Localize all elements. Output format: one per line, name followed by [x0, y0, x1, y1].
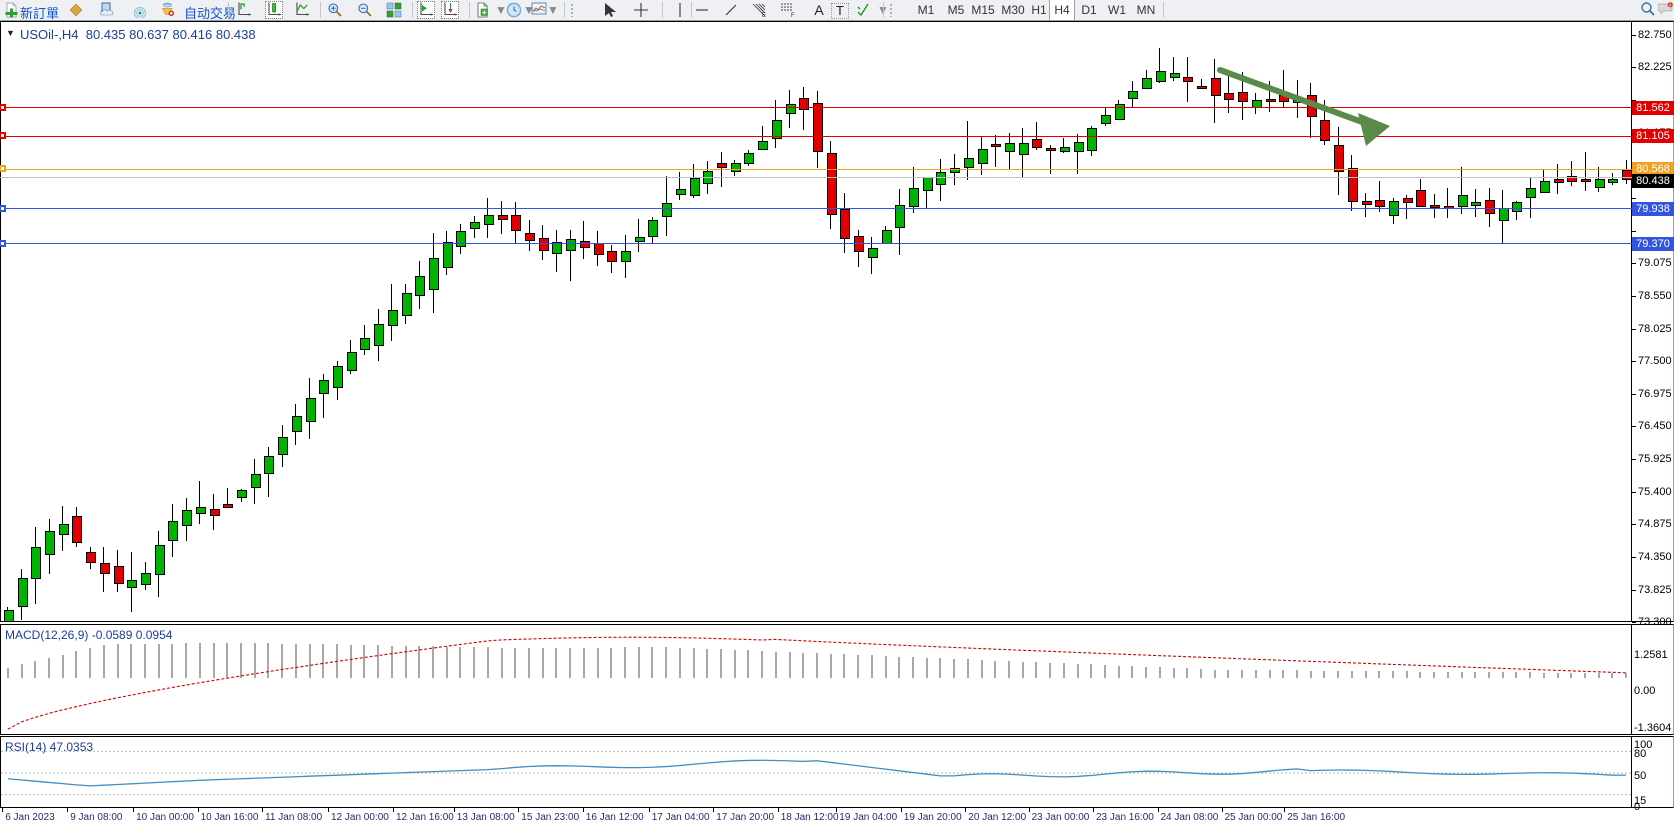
svg-text:F: F — [791, 13, 795, 18]
svg-text:1: 1 — [1669, 3, 1671, 7]
svg-text:E: E — [762, 13, 766, 18]
